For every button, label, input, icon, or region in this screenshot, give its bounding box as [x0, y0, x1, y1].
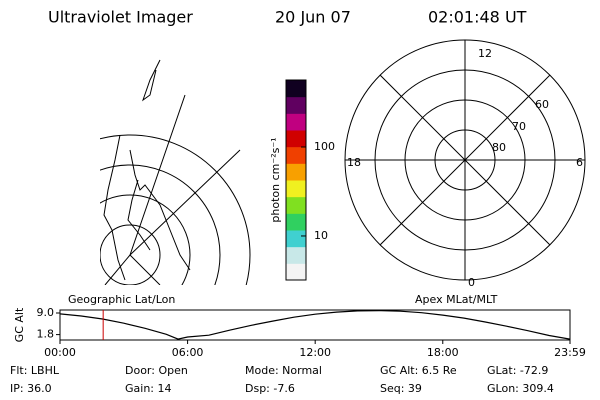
altitude-line: [59, 309, 571, 340]
mlt-label: 6: [576, 156, 583, 169]
info-field: Door: Open: [125, 364, 188, 377]
title: Ultraviolet Imager: [48, 8, 193, 27]
colorbar-segment: [286, 230, 306, 248]
x-tick-label: 00:00: [44, 346, 76, 359]
lat-label: 60: [535, 98, 549, 111]
colorbar-label: photon cm⁻²s⁻¹: [269, 137, 282, 222]
polar-grid: [344, 39, 586, 281]
colorbar-segment: [286, 196, 306, 214]
colorbar-segment: [286, 80, 306, 98]
colorbar-tick-label: 100: [314, 140, 335, 153]
x-tick-label: 18:00: [427, 346, 459, 359]
mlt-label: 12: [478, 47, 492, 60]
geo-map: [100, 59, 251, 285]
info-field: Dsp: -7.6: [245, 382, 295, 395]
lat-label: 70: [512, 120, 526, 133]
colorbar-segment: [286, 263, 306, 281]
info-field: Gain: 14: [125, 382, 172, 395]
colorbar: 10 100: [285, 79, 335, 281]
x-tick-label: 12:00: [299, 346, 331, 359]
x-tick-label: 23:59: [554, 346, 586, 359]
y-tick-label: 9.0: [37, 306, 55, 319]
colorbar-tick-label: 10: [314, 229, 328, 242]
lat-label: 80: [492, 141, 506, 154]
colorbar-frame: [285, 79, 307, 281]
colorbar-segment: [286, 96, 306, 114]
info-field: GLat: -72.9: [487, 364, 548, 377]
colorbar-segment: [286, 130, 306, 148]
info-field: GC Alt: 6.5 Re: [380, 364, 457, 377]
colorbar-segment: [286, 113, 306, 131]
info-panel: Flt: LBHL IP: 36.0 Door: Open Gain: 14 Mode:…: [10, 364, 554, 395]
time: 02:01:48 UT: [428, 8, 527, 27]
info-field: Flt: LBHL: [10, 364, 60, 377]
mlt-label: 0: [468, 276, 475, 289]
info-field: Seq: 39: [380, 382, 422, 395]
info-field: Mode: Normal: [245, 364, 322, 377]
colorbar-segment: [286, 146, 306, 164]
colorbar-segment: [286, 213, 306, 231]
info-field: IP: 36.0: [10, 382, 52, 395]
date: 20 Jun 07: [275, 8, 351, 27]
strip-right-label: Apex MLat/MLT: [415, 293, 498, 306]
colorbar-segment: [286, 180, 306, 198]
y-axis-label: GC Alt: [13, 307, 26, 342]
mlt-label: 18: [347, 156, 361, 169]
x-tick-label: 06:00: [172, 346, 204, 359]
info-field: GLon: 309.4: [487, 382, 554, 395]
strip-left-label: Geographic Lat/Lon: [68, 293, 175, 306]
colorbar-segment: [286, 246, 306, 264]
y-tick-label: 1.8: [37, 328, 55, 341]
colorbar-segment: [286, 163, 306, 181]
